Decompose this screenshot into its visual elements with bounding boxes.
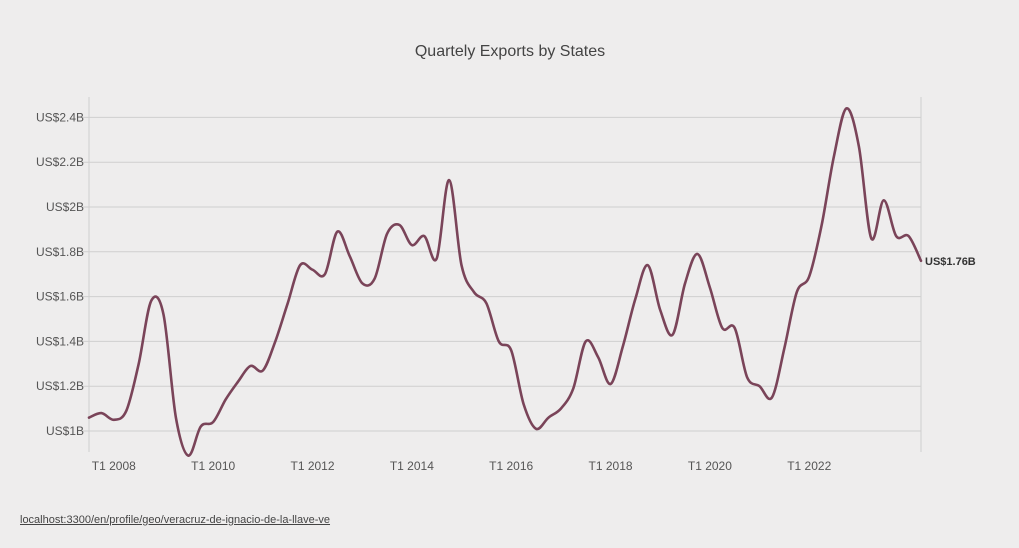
axes: [88, 97, 922, 452]
x-tick-label: T1 2012: [290, 459, 334, 473]
x-tick-label: T1 2020: [688, 459, 732, 473]
chart-title: Quartely Exports by States: [415, 43, 605, 60]
series-line-exports[interactable]: [87, 107, 923, 457]
y-tick-label: US$2.4B: [36, 110, 84, 124]
series-end-value-label: US$1.76B: [925, 256, 976, 268]
gridlines: [83, 116, 921, 432]
x-tick-label: T1 2008: [92, 459, 136, 473]
y-tick-label: US$2.2B: [36, 155, 84, 169]
source-url-link[interactable]: localhost:3300/en/profile/geo/veracruz-d…: [20, 514, 331, 526]
y-tick-label: US$1.4B: [36, 334, 84, 348]
y-tick-label: US$1.8B: [36, 245, 84, 259]
y-axis-ticks: US$1B US$1.2B US$1.4B US$1.6B US$1.8B US$2B US…: [36, 110, 84, 438]
y-tick-label: US$1.6B: [36, 290, 84, 304]
x-tick-label: T1 2022: [787, 459, 831, 473]
y-tick-label: US$2B: [46, 200, 84, 214]
x-tick-label: T1 2010: [191, 459, 235, 473]
y-tick-label: US$1.2B: [36, 379, 84, 393]
series-layer: US$1.76B: [87, 107, 976, 457]
x-tick-label: T1 2018: [589, 459, 633, 473]
y-tick-label: US$1B: [46, 424, 84, 438]
x-tick-label: T1 2016: [489, 459, 533, 473]
x-axis-ticks: T1 2008 T1 2010 T1 2012 T1 2014 T1 2016 T1 20…: [92, 459, 832, 473]
x-tick-label: T1 2014: [390, 459, 434, 473]
